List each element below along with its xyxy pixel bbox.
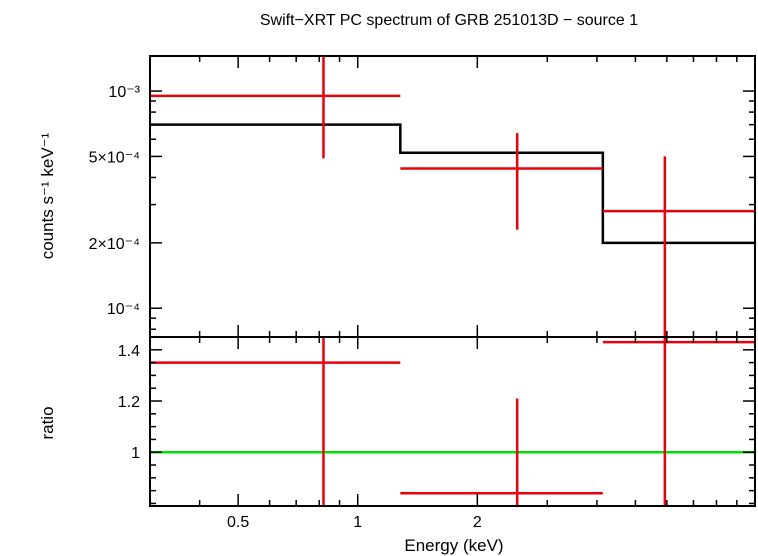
y-tick-label: 10⁻³	[108, 84, 140, 101]
x-tick-label: 1	[353, 514, 362, 531]
bottom-panel: 1.4 1.2 1 0.5 1 2	[118, 336, 756, 531]
y-tick-label: 1.4	[118, 343, 140, 360]
x-tick-label: 2	[473, 514, 482, 531]
chart-title: Swift−XRT PC spectrum of GRB 251013D − s…	[260, 12, 638, 29]
y-tick-label: 1.2	[118, 394, 140, 411]
bottom-plot-frame	[149, 336, 756, 507]
top-y-axis-label: counts s⁻¹ keV⁻¹	[38, 132, 57, 259]
x-tick-label: 0.5	[227, 514, 249, 531]
y-tick-label: 1	[131, 445, 140, 462]
top-panel: 10⁻³ 5×10⁻⁴ 2×10⁻⁴ 10⁻⁴	[89, 55, 756, 338]
bottom-y-axis-label: ratio	[38, 406, 57, 439]
y-tick-label: 10⁻⁴	[107, 301, 140, 318]
y-tick-label: 5×10⁻⁴	[89, 149, 140, 166]
y-tick-label: 2×10⁻⁴	[89, 236, 140, 253]
model-histogram	[150, 123, 755, 245]
x-axis-label: Energy (keV)	[404, 536, 503, 555]
